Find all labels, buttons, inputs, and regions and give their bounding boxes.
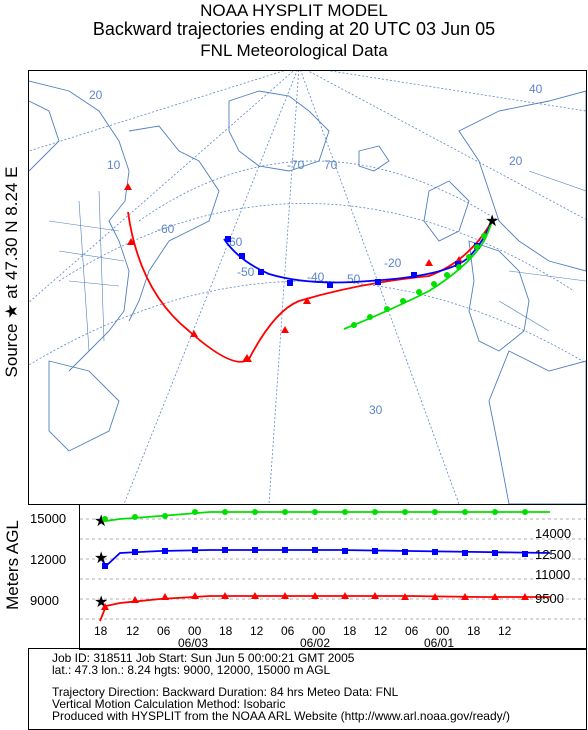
star-icon: ★ [94, 550, 108, 567]
lat-label: 20 [89, 88, 103, 102]
x-date: 06/01 [424, 636, 454, 649]
x-tick: 00 [188, 624, 202, 638]
greenland [228, 90, 330, 172]
job-info: Job ID: 318511 Job Start: Sun Jun 5 00:0… [52, 652, 510, 722]
left-tick: 12000 [30, 552, 66, 567]
map-svg: 20 40 10 20 -60 60 -70 70 -40 50 -20 -50… [29, 71, 586, 504]
left-axis-labels: 15000 12000 9000 [30, 511, 66, 608]
lat-label: -40 [307, 270, 325, 284]
title-line3: FNL Meteorological Data [200, 41, 388, 60]
title-line2: Backward trajectories ending at 20 UTC 0… [92, 19, 496, 39]
x-tick: 12 [250, 624, 264, 638]
left-tick: 15000 [30, 511, 66, 526]
right-tick: 9500 [535, 591, 564, 606]
source-star-icon: ★ [485, 213, 499, 230]
trajectory-15000m [343, 220, 493, 330]
lat-circle-50 [58, 203, 575, 292]
alaska-coast [29, 100, 60, 172]
x-tick: 00 [312, 624, 326, 638]
x-tick: 18 [94, 624, 108, 638]
lat-label: 40 [529, 82, 543, 96]
green-markers [351, 233, 487, 328]
lat-label: -50 [237, 265, 255, 279]
x-tick: 12 [498, 624, 512, 638]
x-tick: 12 [126, 624, 140, 638]
x-date: 06/03 [178, 636, 208, 649]
x-tick: 00 [436, 624, 450, 638]
trajectory-map: 20 40 10 20 -60 60 -70 70 -40 50 -20 -50… [28, 70, 587, 505]
borders [48, 170, 586, 352]
footer-line4: Vertical Motion Calculation Method: Isob… [52, 697, 286, 711]
title-line1: NOAA HYSPLIT MODEL [200, 1, 388, 20]
left-tick: 9000 [30, 593, 59, 608]
x-date: 06/02 [300, 636, 330, 649]
x-tick: 06 [157, 624, 171, 638]
vertical-plot-svg: ★ ★ ★ [80, 509, 586, 650]
source-label: Source ★ at 47.30 N 8.24 E [2, 166, 21, 378]
height-gridlines [80, 518, 586, 620]
graticule [29, 71, 586, 504]
x-tick: 06 [281, 624, 295, 638]
north-america-west [29, 80, 130, 372]
height-lines [99, 511, 551, 622]
lat-label: 10 [107, 158, 121, 172]
scandinavia [458, 90, 586, 272]
x-tick: 18 [343, 624, 357, 638]
meridian-6 [328, 71, 586, 112]
lat-label: 70 [324, 158, 338, 172]
right-tick: 11000 [535, 567, 570, 582]
gulf-coast [48, 360, 120, 452]
x-tick: 18 [219, 624, 233, 638]
footer-line5: Produced with HYSPLIT from the NOAA ARL … [52, 709, 510, 723]
lat-circle-30 [29, 280, 586, 366]
lat-label: 60 [229, 235, 243, 249]
right-tick: 12500 [535, 547, 571, 562]
right-axis-labels: 14000 12500 11000 9500 [535, 526, 571, 606]
trajectory-markers: ★ [124, 183, 499, 362]
africa [488, 350, 586, 504]
footer-line2: lat.: 47.3 lon.: 8.24 hgts: 9000, 12000,… [52, 663, 331, 677]
north-america-east [128, 125, 220, 322]
red-markers [124, 183, 463, 362]
lat-circle-70 [138, 160, 500, 222]
grid-labels: 20 40 10 20 -60 60 -70 70 -40 50 -20 -50… [89, 82, 543, 417]
x-axis-ticks: 18 12 06 00 18 12 06 00 18 12 06 00 18 1… [94, 624, 512, 650]
british-isles [423, 180, 470, 242]
lat-label: 30 [369, 403, 383, 417]
footer-line3: Trajectory Direction: Backward Duration:… [52, 685, 399, 699]
western-europe [468, 240, 530, 352]
lat-label: -60 [157, 222, 175, 236]
meridian-7 [268, 71, 300, 504]
vertical-profile-plot: ★ ★ ★ [79, 504, 587, 650]
lat-label: 50 [347, 272, 361, 286]
lat-label: -20 [384, 256, 402, 270]
y-axis-title: Meters AGL [3, 520, 22, 610]
meridian-1 [123, 71, 298, 504]
trajectory-9000m [127, 211, 493, 363]
lat-label: -70 [287, 158, 305, 172]
x-tick: 18 [467, 624, 481, 638]
right-tick: 14000 [535, 526, 571, 541]
x-tick: 12 [374, 624, 388, 638]
x-tick: 06 [405, 624, 419, 638]
lat-label: 20 [509, 154, 523, 168]
footer-line1: Job ID: 318511 Job Start: Sun Jun 5 00:0… [52, 651, 355, 665]
iceland [358, 145, 390, 172]
height-markers: ★ ★ ★ [94, 509, 529, 611]
coastlines [29, 80, 586, 504]
meridian-4 [307, 71, 586, 220]
meridian-5 [29, 71, 285, 152]
